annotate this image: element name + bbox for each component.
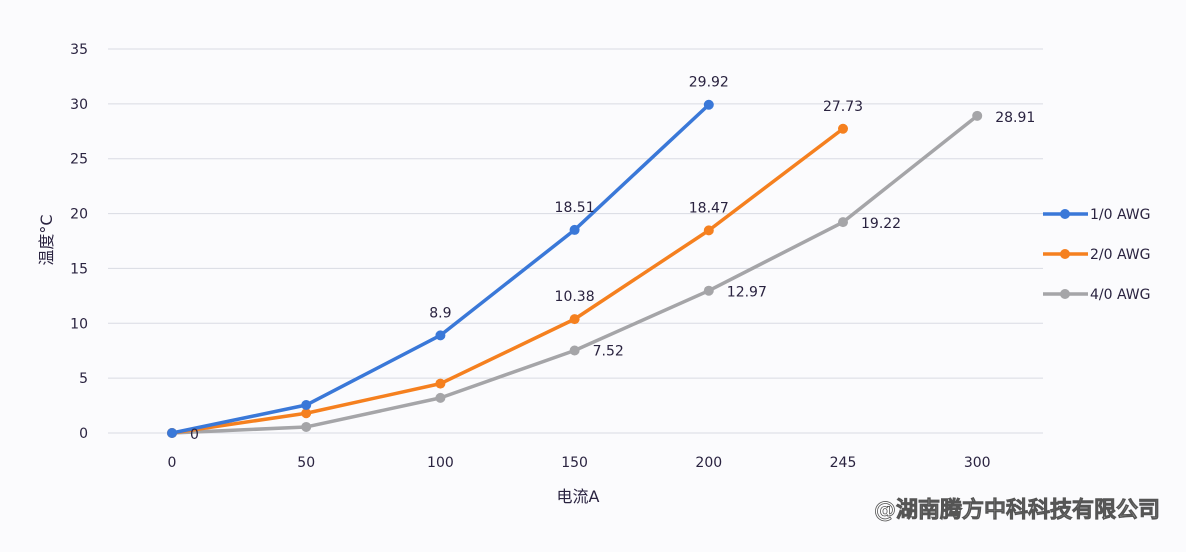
data-label: 18.47 [689, 200, 729, 216]
data-point [972, 110, 983, 121]
legend: 1/0 AWG 2/0 AWG 4/0 AWG [1043, 207, 1150, 303]
data-point [301, 421, 312, 432]
legend-label: 4/0 AWG [1090, 287, 1150, 303]
watermark: @湖南腾方中科科技有限公司 [874, 497, 1160, 523]
y-tick-label: 5 [79, 371, 88, 387]
data-label: 10.38 [555, 289, 595, 305]
data-point [569, 224, 580, 235]
data-point [435, 330, 446, 341]
legend-label: 1/0 AWG [1090, 207, 1150, 223]
y-tick-label: 30 [70, 97, 88, 113]
x-axis-ticks: 0 50 100 150 200 245 300 [168, 455, 991, 471]
series-group [167, 99, 983, 438]
x-tick-label: 150 [561, 455, 588, 471]
data-point [838, 217, 848, 228]
legend-marker [1060, 249, 1070, 259]
data-label: 27.73 [823, 99, 863, 115]
y-tick-label: 20 [70, 207, 88, 223]
data-point [838, 123, 848, 134]
y-tick-label: 25 [70, 152, 88, 168]
y-tick-label: 35 [70, 42, 88, 58]
data-label: 0 [190, 427, 199, 443]
data-point [703, 225, 714, 236]
data-point [167, 428, 177, 438]
data-labels: 8.9 18.51 29.92 10.38 18.47 27.73 0 7.52 12.97 19… [190, 75, 1035, 443]
y-axis-ticks: 0 5 10 15 20 25 30 35 [70, 42, 88, 442]
y-tick-label: 0 [79, 426, 88, 442]
x-axis-label: 电流A [557, 487, 600, 506]
data-point [435, 378, 446, 389]
x-tick-label: 100 [427, 455, 454, 471]
y-tick-label: 10 [70, 316, 88, 332]
y-tick-label: 15 [70, 261, 88, 277]
data-point [301, 400, 312, 411]
gridlines [108, 48, 1043, 434]
series-line [171, 114, 979, 435]
x-tick-label: 245 [830, 455, 857, 471]
data-point [569, 345, 580, 356]
data-label: 18.51 [555, 200, 595, 216]
x-tick-label: 200 [695, 455, 722, 471]
series-line [171, 127, 845, 435]
data-label: 7.52 [593, 343, 624, 359]
data-point [435, 392, 446, 403]
data-point [703, 99, 714, 110]
data-label: 28.91 [995, 110, 1035, 126]
data-point [569, 314, 580, 325]
data-label: 12.97 [727, 285, 767, 301]
data-label: 29.92 [689, 75, 729, 91]
x-tick-label: 50 [297, 455, 315, 471]
y-axis-label: 温度°C [37, 214, 56, 265]
data-point [301, 408, 312, 419]
data-point [703, 285, 714, 296]
legend-marker [1060, 289, 1070, 299]
data-label: 8.9 [429, 305, 451, 321]
legend-marker [1060, 209, 1070, 219]
x-tick-label: 0 [168, 455, 177, 471]
legend-label: 2/0 AWG [1090, 247, 1150, 263]
x-tick-label: 300 [964, 455, 991, 471]
data-label: 19.22 [861, 216, 901, 232]
